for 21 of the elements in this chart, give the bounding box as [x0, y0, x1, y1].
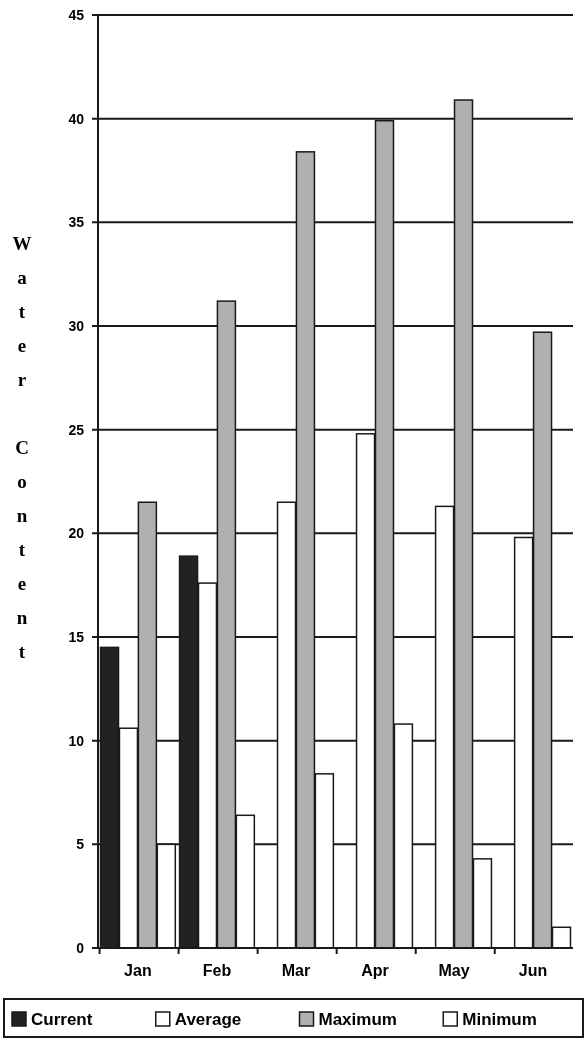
x-tick-label: Apr	[361, 962, 389, 979]
legend-label: Minimum	[462, 1009, 537, 1029]
x-tick-label: Feb	[202, 962, 232, 979]
legend-label: Current	[31, 1009, 93, 1029]
y-tick-label: 0	[76, 939, 85, 956]
y-tick-label: 40	[68, 110, 85, 127]
y-tick-label: 15	[68, 628, 85, 645]
text: Water Content	[12, 233, 32, 662]
y-tick-label: 5	[76, 836, 85, 853]
x-tick-label: May	[438, 962, 470, 979]
y-tick-label: 25	[68, 421, 85, 438]
y-tick-label: 45	[68, 6, 85, 23]
legend-label: Average	[174, 1009, 242, 1029]
y-tick-label: 35	[68, 214, 85, 231]
legend-label: Maximum	[318, 1009, 397, 1029]
y-tick-label: 30	[68, 317, 85, 334]
x-tick-label: Mar	[281, 962, 311, 979]
y-tick-label: 20	[68, 525, 85, 542]
y-tick-label: 10	[68, 732, 85, 749]
x-tick-label: Jan	[124, 962, 152, 979]
x-tick-label: Jun	[518, 962, 548, 979]
